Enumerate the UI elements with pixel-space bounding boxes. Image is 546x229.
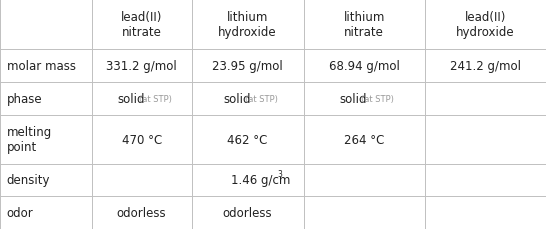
Text: 331.2 g/mol: 331.2 g/mol: [106, 60, 177, 73]
Text: lead(II)
nitrate: lead(II) nitrate: [121, 11, 162, 39]
Text: molar mass: molar mass: [7, 60, 75, 73]
Text: solid: solid: [223, 92, 251, 105]
Text: 1.46 g/cm: 1.46 g/cm: [232, 174, 290, 187]
Text: 3: 3: [277, 169, 282, 178]
Text: lead(II)
hydroxide: lead(II) hydroxide: [456, 11, 515, 39]
Text: odorless: odorless: [117, 206, 167, 219]
Text: lithium
hydroxide: lithium hydroxide: [218, 11, 277, 39]
Text: 241.2 g/mol: 241.2 g/mol: [450, 60, 521, 73]
Text: 264 °C: 264 °C: [344, 133, 384, 146]
Text: 23.95 g/mol: 23.95 g/mol: [212, 60, 283, 73]
Text: odorless: odorless: [223, 206, 272, 219]
Text: (at STP): (at STP): [245, 94, 278, 103]
Text: melting
point: melting point: [7, 125, 52, 153]
Text: solid: solid: [117, 92, 145, 105]
Text: (at STP): (at STP): [139, 94, 172, 103]
Text: lithium
nitrate: lithium nitrate: [343, 11, 385, 39]
Text: odor: odor: [7, 206, 33, 219]
Text: 462 °C: 462 °C: [228, 133, 268, 146]
Text: density: density: [7, 174, 50, 187]
Text: phase: phase: [7, 92, 42, 105]
Text: 470 °C: 470 °C: [122, 133, 162, 146]
Text: (at STP): (at STP): [361, 94, 394, 103]
Text: solid: solid: [340, 92, 367, 105]
Text: 68.94 g/mol: 68.94 g/mol: [329, 60, 400, 73]
